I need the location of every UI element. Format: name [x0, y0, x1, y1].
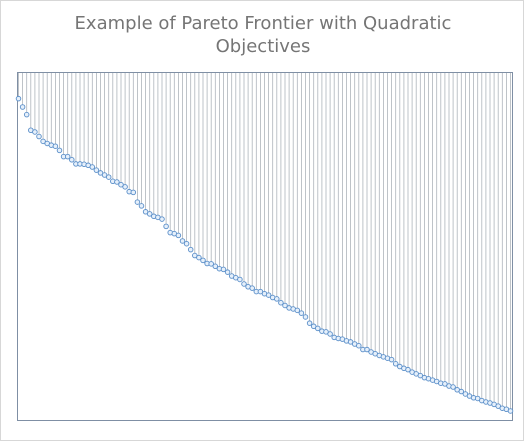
data-point [130, 189, 137, 196]
data-point [388, 356, 395, 363]
data-point [101, 172, 108, 178]
data-point [278, 299, 284, 306]
data-point [40, 138, 46, 145]
data-point [114, 179, 120, 185]
data-point [310, 323, 317, 330]
data-point [507, 408, 514, 414]
chart-title-line-1: Example of Pareto Frontier with Quadrati… [74, 13, 452, 34]
data-point [192, 252, 198, 259]
data-point [187, 246, 194, 253]
data-point [196, 254, 202, 261]
data-point [442, 381, 448, 387]
data-point [142, 209, 149, 215]
data-point [302, 314, 309, 320]
data-point [146, 211, 153, 217]
data-point [183, 240, 190, 247]
data-point [237, 276, 243, 283]
data-point [118, 181, 124, 188]
data-point [462, 391, 469, 397]
data-point [282, 302, 288, 309]
data-point [138, 203, 145, 209]
data-point [347, 339, 354, 345]
data-point [23, 111, 30, 118]
data-point [474, 395, 481, 402]
data-point [122, 184, 128, 190]
data-point [249, 285, 255, 291]
data-point [356, 342, 362, 349]
data-point [224, 269, 231, 275]
data-point [97, 170, 104, 176]
data-point [294, 307, 301, 314]
data-point [208, 261, 214, 267]
data-point [417, 372, 424, 379]
markers-layer [15, 95, 514, 414]
data-point [93, 167, 100, 173]
data-point [450, 384, 456, 390]
data-point [405, 366, 411, 373]
data-point [458, 388, 465, 395]
data-point [56, 147, 63, 154]
data-point [159, 216, 165, 222]
data-point [257, 288, 264, 295]
data-point [105, 174, 112, 180]
data-point [298, 310, 305, 316]
data-point [323, 329, 329, 335]
data-point [32, 129, 38, 135]
chart-title-line-2: Objectives [215, 36, 311, 57]
plot-area-frame [17, 72, 513, 421]
data-point [212, 263, 219, 270]
data-point [364, 346, 370, 353]
data-point [163, 223, 169, 230]
data-point [220, 266, 227, 273]
data-point [52, 143, 59, 149]
data-point [89, 164, 96, 170]
data-point [179, 238, 186, 244]
data-point [175, 232, 182, 239]
data-point [315, 325, 321, 332]
data-point [134, 199, 141, 205]
data-point [265, 292, 272, 298]
drop-lines-layer [18, 73, 511, 411]
data-point [495, 403, 501, 409]
data-point [274, 296, 280, 302]
data-point [36, 133, 42, 140]
data-point [306, 320, 313, 326]
chart-title: Example of Pareto Frontier with Quadrati… [1, 12, 524, 58]
data-point [69, 156, 75, 163]
data-point [200, 257, 206, 264]
data-point [392, 361, 399, 367]
data-point [19, 104, 26, 110]
data-point [327, 331, 333, 337]
data-point [64, 153, 71, 160]
data-point [15, 95, 22, 102]
data-point [241, 281, 247, 287]
